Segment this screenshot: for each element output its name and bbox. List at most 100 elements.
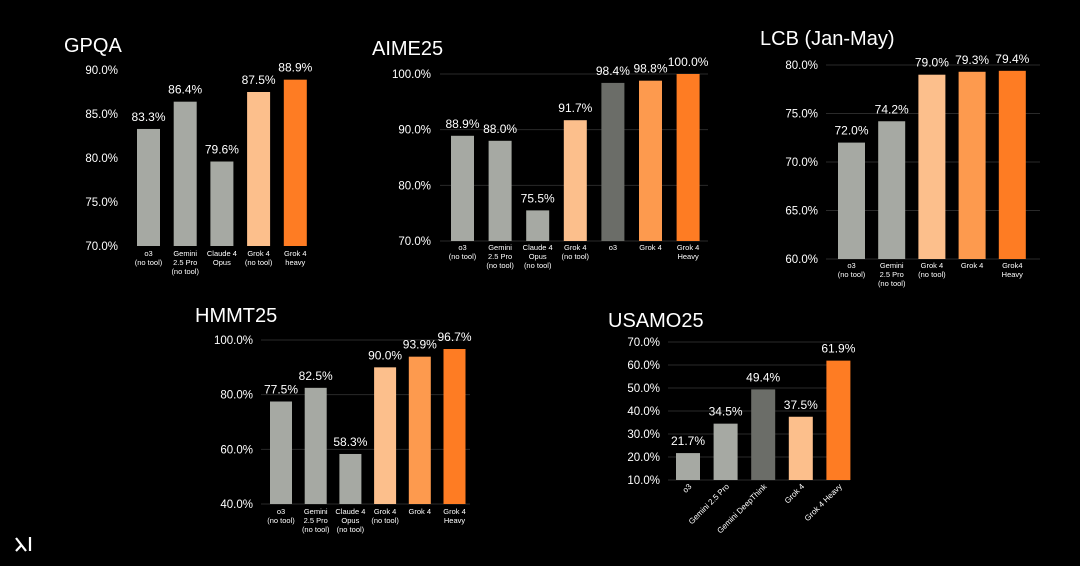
- data-label: 86.4%: [168, 83, 202, 97]
- x-tick-label: Opus: [341, 516, 359, 525]
- y-tick-label: 80.0%: [220, 390, 253, 402]
- y-tick-label: 70.0%: [785, 157, 818, 169]
- data-label: 100.0%: [668, 55, 709, 69]
- x-tick-label: Grok 4: [284, 249, 307, 258]
- bar: [283, 79, 307, 247]
- data-label: 79.0%: [915, 56, 949, 70]
- bar: [958, 71, 986, 259]
- bar: [601, 82, 625, 241]
- x-tick-label: Grok 4: [639, 243, 662, 252]
- x-tick-label: (no tool): [337, 525, 365, 534]
- bar: [374, 367, 397, 504]
- y-tick-label: 70.0%: [398, 236, 431, 248]
- x-tick-label: Grok 4: [783, 482, 807, 506]
- data-label: 79.3%: [955, 53, 989, 67]
- y-tick-label: 60.0%: [785, 254, 818, 266]
- x-tick-label: Grok 4: [961, 261, 984, 270]
- data-label: 90.0%: [368, 348, 402, 362]
- data-label: 88.9%: [445, 117, 479, 131]
- x-tick-label: (no tool): [486, 261, 514, 270]
- x-tick-label: Grok 4: [247, 249, 270, 258]
- y-tick-label: 75.0%: [785, 109, 818, 121]
- data-label: 61.9%: [821, 342, 855, 356]
- x-tick-label: Claude 4: [523, 243, 553, 252]
- x-tick-label: Claude 4: [207, 249, 237, 258]
- data-label: 72.0%: [834, 124, 868, 138]
- bar: [639, 80, 662, 242]
- x-tick-label: (no tool): [878, 279, 906, 288]
- data-label: 98.4%: [596, 64, 630, 78]
- y-tick-label: 70.0%: [627, 337, 660, 349]
- data-label: 83.3%: [131, 110, 165, 124]
- y-tick-label: 50.0%: [627, 383, 660, 395]
- x-tick-label: Grok 4 Heavy: [803, 482, 844, 523]
- x-tick-label: Heavy: [677, 252, 699, 261]
- bar: [526, 210, 550, 241]
- data-label: 79.4%: [995, 52, 1029, 66]
- y-tick-label: 80.0%: [398, 180, 431, 192]
- data-label: 34.5%: [709, 405, 743, 419]
- y-tick-label: 60.0%: [627, 360, 660, 372]
- x-tick-label: (no tool): [562, 252, 590, 261]
- bar: [838, 142, 865, 259]
- data-label: 96.7%: [437, 330, 471, 344]
- x-tick-label: (no tool): [918, 270, 946, 279]
- x-tick-label: Claude 4: [335, 507, 365, 516]
- x-tick-label: Grok 4: [921, 261, 944, 270]
- data-label: 88.9%: [278, 61, 312, 75]
- data-label: 88.0%: [483, 122, 517, 136]
- y-tick-label: 100.0%: [214, 335, 253, 347]
- y-tick-label: 10.0%: [627, 475, 660, 487]
- x-tick-label: Grok 4: [443, 507, 466, 516]
- data-label: 21.7%: [671, 434, 705, 448]
- chart-title: HMMT25: [195, 305, 277, 327]
- bar: [304, 387, 327, 504]
- x-tick-label: 2.5 Pro: [173, 258, 197, 267]
- y-tick-label: 75.0%: [85, 197, 118, 209]
- x-tick-label: Gemini: [880, 261, 904, 270]
- x-tick-label: Gemini: [488, 243, 512, 252]
- x-tick-label: heavy: [285, 258, 305, 267]
- y-tick-label: 100.0%: [392, 69, 431, 81]
- y-tick-label: 40.0%: [220, 499, 253, 511]
- x-tick-label: 2.5 Pro: [488, 252, 512, 261]
- y-tick-label: 30.0%: [627, 429, 660, 441]
- x-tick-label: (no tool): [371, 516, 399, 525]
- data-label: 74.2%: [875, 102, 909, 116]
- data-label: 91.7%: [558, 101, 592, 115]
- bar: [408, 356, 431, 504]
- data-label: 37.5%: [784, 398, 818, 412]
- y-tick-label: 60.0%: [220, 444, 253, 456]
- y-tick-label: 70.0%: [85, 241, 118, 253]
- bar: [247, 92, 271, 246]
- chart-usamo25: USAMO25 70.0% 60.0% 50.0% 40.0% 30.0% 20.0% 10.…: [608, 310, 856, 535]
- bar: [137, 128, 160, 246]
- bar: [918, 74, 946, 259]
- xai-logo-icon: [15, 537, 32, 552]
- x-tick-label: o3: [277, 507, 285, 516]
- bar: [443, 349, 466, 504]
- x-tick-label: (no tool): [524, 261, 552, 270]
- chart-title: LCB (Jan-May): [760, 28, 894, 50]
- chart-title: GPQA: [64, 35, 122, 57]
- x-tick-label: 2.5 Pro: [304, 516, 328, 525]
- bar: [173, 101, 197, 247]
- bar: [270, 401, 292, 504]
- data-label: 98.8%: [633, 62, 667, 76]
- x-tick-label: Grok 4: [409, 507, 432, 516]
- bar: [676, 74, 700, 241]
- x-tick-label: Gemini: [173, 249, 197, 258]
- data-label: 93.9%: [403, 338, 437, 352]
- x-tick-label: Heavy: [444, 516, 466, 525]
- bar: [998, 70, 1026, 259]
- chart-title: USAMO25: [608, 310, 704, 332]
- x-tick-label: Opus: [213, 258, 231, 267]
- x-tick-label: Grok 4: [677, 243, 700, 252]
- x-tick-label: Gemini: [304, 507, 328, 516]
- bar: [451, 135, 474, 241]
- x-tick-label: Opus: [529, 252, 547, 261]
- bar: [563, 120, 587, 241]
- data-label: 49.4%: [746, 370, 780, 384]
- data-label: 75.5%: [521, 191, 555, 205]
